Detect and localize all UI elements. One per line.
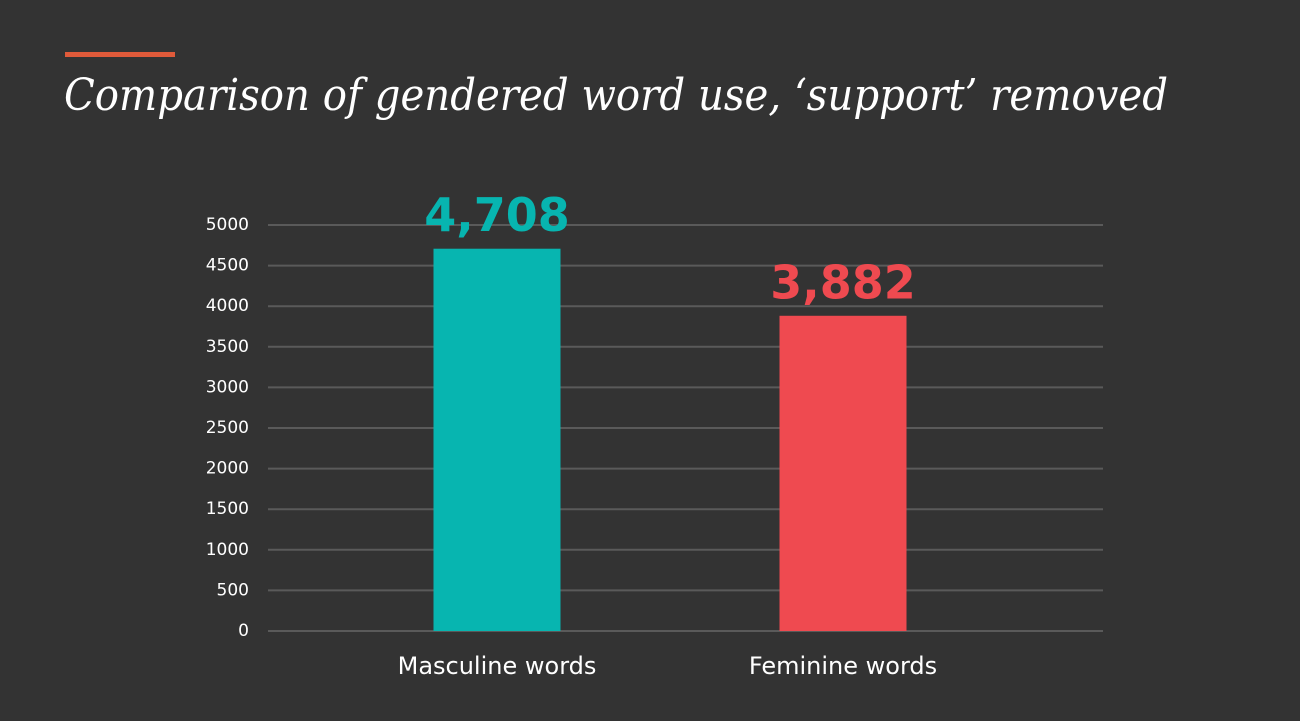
y-tick-label: 1000 (206, 540, 249, 560)
y-tick-label: 2000 (206, 459, 249, 479)
y-tick-label: 2500 (206, 418, 249, 438)
bar (779, 315, 907, 631)
title-accent (65, 52, 175, 57)
y-tick-label: 500 (217, 580, 249, 600)
bar (433, 248, 561, 632)
x-tick-label: Masculine words (398, 652, 597, 680)
y-tick-label: 3500 (206, 337, 249, 357)
y-tick-label: 0 (238, 621, 249, 641)
y-tick-label: 3000 (206, 377, 249, 397)
x-tick-label: Feminine words (749, 652, 937, 680)
y-tick-label: 1500 (206, 499, 249, 519)
chart-title: Comparison of gendered word use, ‘suppor… (64, 70, 1168, 121)
y-tick-label: 4500 (206, 256, 249, 276)
value-label: 3,882 (770, 255, 916, 309)
y-tick-label: 4000 (206, 296, 249, 316)
value-label: 4,708 (424, 188, 570, 242)
y-tick-label: 5000 (206, 215, 249, 235)
